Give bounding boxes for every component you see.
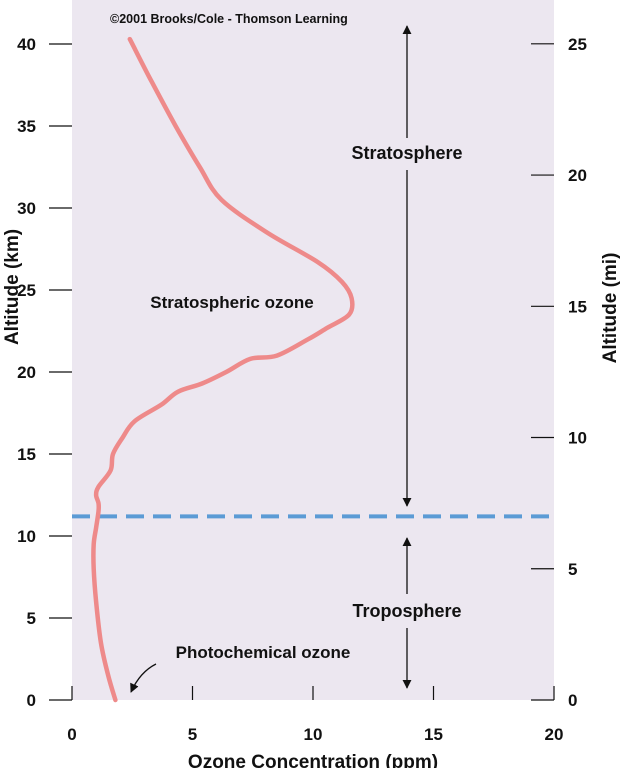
x-tick-label: 5: [188, 725, 197, 744]
y2-tick-label: 5: [568, 560, 577, 579]
plot-background: [72, 0, 554, 700]
photochemical-ozone-label: Photochemical ozone: [176, 643, 351, 662]
y2-tick-label: 10: [568, 429, 587, 448]
stratosphere-label: Stratosphere: [351, 143, 462, 163]
y2-tick-label: 25: [568, 35, 587, 54]
y2-tick-label: 0: [568, 691, 577, 710]
curve-layer: [72, 36, 554, 703]
y-tick-label: 0: [27, 691, 36, 710]
x-tick-label: 15: [424, 725, 443, 744]
ozone-profile-line: [91, 36, 355, 703]
credit-text: ©2001 Brooks/Cole - Thomson Learning: [110, 12, 348, 26]
y-tick-label: 25: [17, 281, 36, 300]
y-tick-label: 35: [17, 117, 36, 136]
stratospheric-ozone-label: Stratospheric ozone: [150, 293, 313, 312]
y-tick-label: 20: [17, 363, 36, 382]
y-tick-label: 30: [17, 199, 36, 218]
x-tick-label: 10: [304, 725, 323, 744]
y-tick-label: 5: [27, 609, 36, 628]
y2-tick-label: 15: [568, 297, 587, 316]
tick-layer: 0 5 10 15 20 25 30 35 40 0 5 10 15 20 25 0 5 10 15 20: [17, 35, 587, 744]
y-tick-label: 10: [17, 527, 36, 546]
y2-tick-label: 20: [568, 166, 587, 185]
y2-axis-label: Altitude (mi): [600, 253, 621, 364]
x-tick-label: 20: [545, 725, 564, 744]
y-tick-label: 15: [17, 445, 36, 464]
x-axis-label: Ozone Concentration (ppm): [188, 752, 438, 768]
annotation-layer: Stratosphere Troposphere Stratospheric ozo…: [130, 25, 463, 693]
troposphere-label: Troposphere: [352, 601, 461, 621]
y-tick-label: 40: [17, 35, 36, 54]
x-tick-label: 0: [67, 725, 76, 744]
photochemical-ozone-arrow: [130, 663, 157, 693]
y-axis-label: Altitude (km): [2, 229, 23, 345]
